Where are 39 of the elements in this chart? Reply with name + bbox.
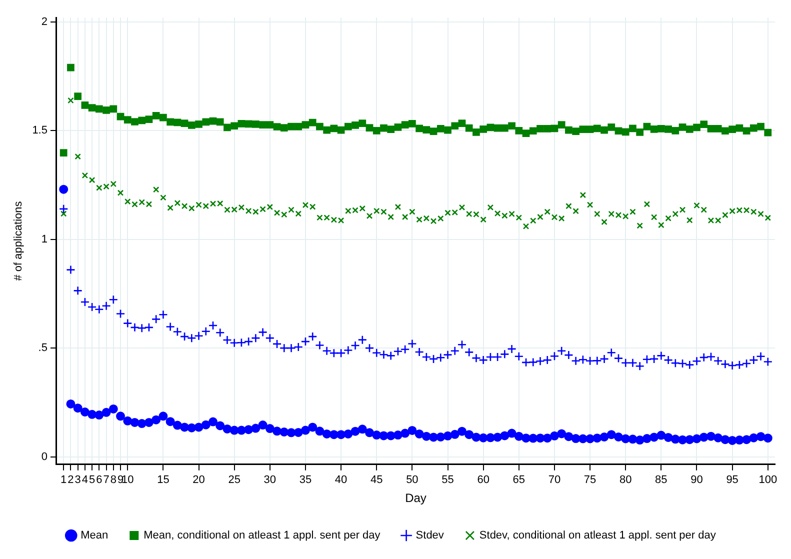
x-tick-label: 6 [96, 474, 102, 486]
x-tick-label: 45 [370, 474, 383, 486]
x-tick-label: 9 [117, 474, 124, 486]
x-tick-label: 35 [299, 474, 312, 486]
x-tick-label: 70 [548, 474, 561, 486]
legend-label: Mean [80, 530, 108, 542]
y-tick-label: 0 [41, 450, 48, 463]
x-tick-label: 3 [74, 474, 81, 486]
x-tick-label: 40 [334, 474, 348, 486]
x-tick-label: 95 [726, 474, 738, 486]
x-tick-label: 85 [655, 474, 668, 486]
x-tick-label: 5 [89, 474, 96, 486]
x-tick-label: 25 [228, 474, 240, 486]
x-tick-label: 20 [192, 474, 205, 486]
y-axis-title: # of applications [12, 200, 25, 281]
x-tick-label: 15 [157, 474, 170, 486]
x-tick-label: 90 [690, 474, 703, 486]
x-tick-label: 60 [477, 474, 490, 486]
x-tick-label: 75 [584, 474, 596, 486]
legend-label: Mean, conditional on atleast 1 appl. sent per day [144, 530, 381, 542]
x-tick-label: 4 [82, 474, 88, 486]
x-tick-label: 100 [758, 474, 778, 486]
x-tick-label: 65 [512, 474, 526, 486]
x-tick-label: 50 [406, 474, 418, 486]
legend-label: Stdev, conditional on atleast 1 appl. sent per day [479, 530, 716, 542]
x-tick-label: 8 [110, 474, 116, 486]
x-tick-label: 10 [122, 474, 134, 486]
x-tick-label: 1 [60, 474, 67, 486]
x-tick-label: 55 [442, 474, 454, 486]
x-tick-label: 30 [264, 474, 276, 486]
y-tick-label: 1.5 [32, 124, 48, 137]
y-tick-label: .5 [38, 342, 48, 354]
y-tick-label: 1 [41, 233, 48, 246]
x-tick-label: 7 [103, 474, 110, 486]
x-tick-label: 80 [619, 474, 632, 486]
legend-label: Stdev [416, 530, 444, 542]
x-tick-label: 2 [68, 474, 74, 486]
x-axis-title: Day [405, 491, 426, 506]
y-tick-label: 2 [41, 16, 48, 28]
